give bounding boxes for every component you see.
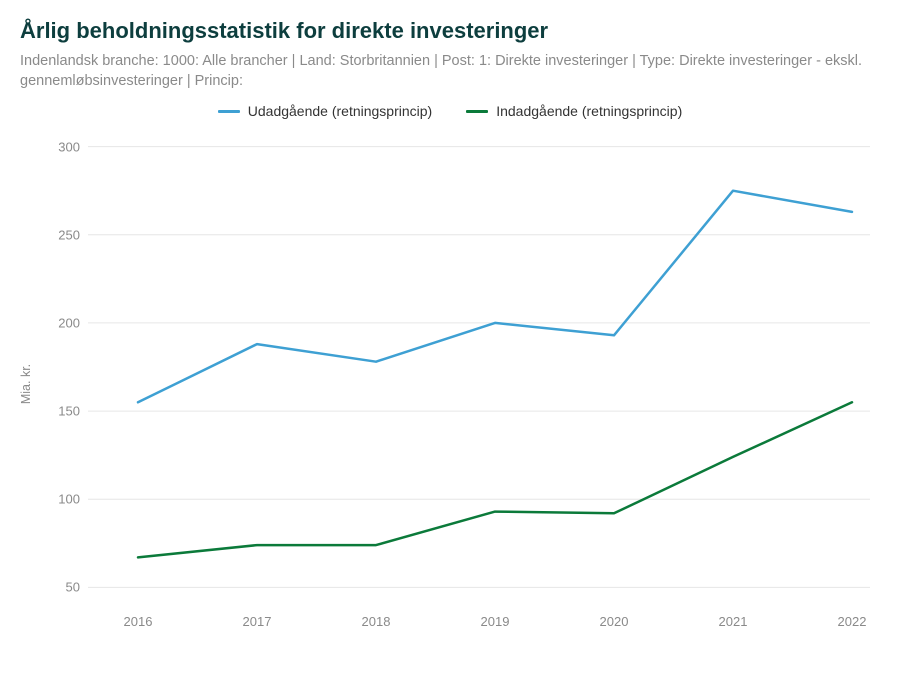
y-tick-label: 200 [40,316,80,331]
chart-legend: Udadgående (retningsprincip) Indadgående … [20,103,880,119]
x-tick-label: 2019 [481,614,510,629]
y-tick-label: 50 [40,580,80,595]
page-title: Årlig beholdningsstatistik for direkte i… [20,18,880,44]
x-tick-label: 2017 [243,614,272,629]
series-line [138,191,852,403]
y-tick-label: 150 [40,404,80,419]
x-tick-label: 2016 [124,614,153,629]
y-tick-label: 300 [40,139,80,154]
legend-swatch [466,110,488,113]
y-tick-label: 100 [40,492,80,507]
legend-label: Indadgående (retningsprincip) [496,103,682,119]
x-tick-label: 2020 [600,614,629,629]
y-tick-label: 250 [40,227,80,242]
y-axis-label: Mia. kr. [19,364,33,404]
series-line [138,402,852,557]
plot-area [88,129,870,605]
x-tick-label: 2021 [719,614,748,629]
x-tick-label: 2018 [362,614,391,629]
chart-container: Årlig beholdningsstatistik for direkte i… [0,0,900,675]
x-tick-label: 2022 [838,614,867,629]
chart-subtitle: Indenlandsk branche: 1000: Alle brancher… [20,52,880,91]
legend-swatch [218,110,240,113]
line-chart-svg [88,129,870,605]
legend-label: Udadgående (retningsprincip) [248,103,432,119]
chart-area: Mia. kr. 50 100 150 200 250 300 2016 2017 2018 2… [20,129,880,639]
legend-item[interactable]: Udadgående (retningsprincip) [218,103,432,119]
legend-item[interactable]: Indadgående (retningsprincip) [466,103,682,119]
